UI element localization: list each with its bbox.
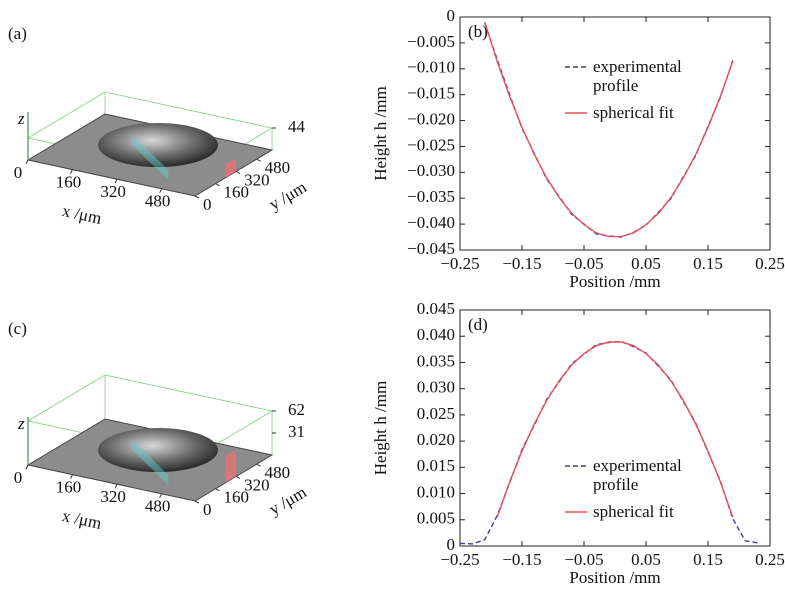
x-tick-label: 0 bbox=[14, 163, 23, 182]
x-tick-label: 0.05 bbox=[631, 550, 661, 569]
panel-label: (d) bbox=[468, 315, 488, 334]
x-tick bbox=[70, 169, 73, 174]
x-tick bbox=[159, 188, 163, 194]
x-tick-label: 0 bbox=[14, 468, 23, 487]
y-tick-label: −0.030 bbox=[407, 161, 455, 180]
y-tick-label: 0.020 bbox=[417, 430, 455, 449]
y-tick-label: 0 bbox=[447, 6, 456, 25]
x-tick-label: −0.25 bbox=[440, 254, 479, 273]
z-axis-label: z bbox=[17, 414, 25, 433]
y-tick-label: 0.040 bbox=[417, 325, 455, 344]
y-tick-label: −0.005 bbox=[407, 32, 455, 51]
y-tick-label: 0 bbox=[447, 535, 456, 554]
x-tick-label: 480 bbox=[145, 192, 171, 211]
legend-label: experimental profile bbox=[593, 57, 682, 95]
data-line bbox=[484, 22, 734, 238]
data-line bbox=[484, 21, 734, 238]
section-band bbox=[131, 134, 169, 181]
x-tick-label: 320 bbox=[100, 487, 126, 506]
x-axis-label: x /μm bbox=[60, 201, 103, 228]
y-tick bbox=[235, 476, 241, 479]
z-tick-label: 31 bbox=[288, 422, 305, 441]
z-tick-label: 44 bbox=[288, 117, 306, 136]
y-tick bbox=[256, 158, 261, 162]
x-tick-label: −0.25 bbox=[440, 550, 479, 569]
x-tick bbox=[114, 178, 118, 184]
dimple bbox=[98, 428, 218, 472]
y-tick-label: 0.025 bbox=[417, 404, 455, 423]
panel-label: (a) bbox=[8, 24, 27, 43]
y-tick-label: 0.015 bbox=[417, 456, 455, 475]
y-axis-label: y /μm bbox=[266, 482, 310, 518]
y-axis-label: Height h /mm bbox=[371, 381, 390, 475]
y-tick bbox=[256, 463, 261, 467]
x-tick bbox=[159, 493, 163, 499]
x-axis-label: Position /mm bbox=[569, 272, 660, 291]
legend-label: spherical fit bbox=[593, 103, 674, 122]
x-tick bbox=[114, 483, 118, 489]
x-tick-label: 320 bbox=[100, 182, 126, 201]
x-tick-label: 480 bbox=[145, 497, 171, 516]
y-tick-label: 0.010 bbox=[417, 482, 455, 501]
y-tick-label: −0.010 bbox=[407, 58, 455, 77]
y-tick-label: 0.045 bbox=[417, 299, 455, 318]
x-tick-label: 0.25 bbox=[755, 254, 785, 273]
y-tick-label: −0.040 bbox=[407, 213, 455, 232]
x-tick-label: 0.25 bbox=[755, 550, 785, 569]
y-tick bbox=[194, 500, 200, 504]
legend-label: spherical fit bbox=[593, 502, 674, 521]
panel-label: (b) bbox=[468, 22, 488, 41]
y-tick-label: −0.015 bbox=[407, 84, 455, 103]
data-line bbox=[496, 341, 734, 518]
x-tick-label: −0.15 bbox=[502, 550, 541, 569]
y-tick-label: 160 bbox=[224, 183, 250, 202]
legend-label: experimental profile bbox=[593, 456, 682, 494]
x-tick-label: 0.15 bbox=[693, 254, 723, 273]
y-axis-label: Height h /mm bbox=[371, 86, 390, 180]
x-tick bbox=[70, 474, 73, 479]
y-axis-label: y /μm bbox=[266, 177, 310, 213]
dimple bbox=[98, 123, 218, 167]
x-axis-label: Position /mm bbox=[569, 568, 660, 587]
z-axis-label: z bbox=[17, 109, 25, 128]
y-tick bbox=[215, 488, 220, 492]
plot-frame bbox=[459, 309, 771, 547]
y-tick-label: −0.035 bbox=[407, 187, 455, 206]
panel-label: (c) bbox=[8, 319, 27, 338]
y-tick-label: 0 bbox=[203, 195, 212, 214]
x-axis-label: x /μm bbox=[60, 506, 103, 533]
section-plane bbox=[225, 450, 237, 483]
y-tick-label: 480 bbox=[265, 463, 291, 482]
y-tick-label: 0.035 bbox=[417, 351, 455, 370]
y-tick-label: 0.030 bbox=[417, 378, 455, 397]
y-tick-label: 0 bbox=[203, 500, 212, 519]
y-tick-label: 0.005 bbox=[417, 509, 455, 528]
x-tick-label: −0.05 bbox=[564, 550, 603, 569]
y-tick bbox=[194, 195, 200, 199]
y-tick bbox=[215, 183, 220, 187]
y-tick-label: −0.020 bbox=[407, 109, 455, 128]
x-tick-label: −0.05 bbox=[564, 254, 603, 273]
section-band bbox=[131, 439, 169, 486]
plot-frame bbox=[459, 16, 771, 251]
x-tick-label: 160 bbox=[56, 173, 82, 192]
z-tick-label: 62 bbox=[288, 400, 305, 419]
y-tick-label: 320 bbox=[244, 475, 269, 494]
x-tick bbox=[25, 464, 29, 470]
x-tick-label: 0.05 bbox=[631, 254, 661, 273]
x-tick bbox=[25, 159, 29, 165]
y-tick-label: −0.025 bbox=[407, 135, 455, 154]
y-tick-label: 480 bbox=[265, 158, 291, 177]
x-tick-label: −0.15 bbox=[502, 254, 541, 273]
section-plane bbox=[225, 158, 237, 178]
y-tick-label: −0.045 bbox=[407, 239, 455, 258]
y-tick bbox=[235, 171, 241, 174]
x-tick-label: 0.15 bbox=[693, 550, 723, 569]
x-tick-label: 160 bbox=[56, 478, 82, 497]
y-tick-label: 160 bbox=[224, 488, 250, 507]
y-tick-label: 320 bbox=[244, 170, 269, 189]
